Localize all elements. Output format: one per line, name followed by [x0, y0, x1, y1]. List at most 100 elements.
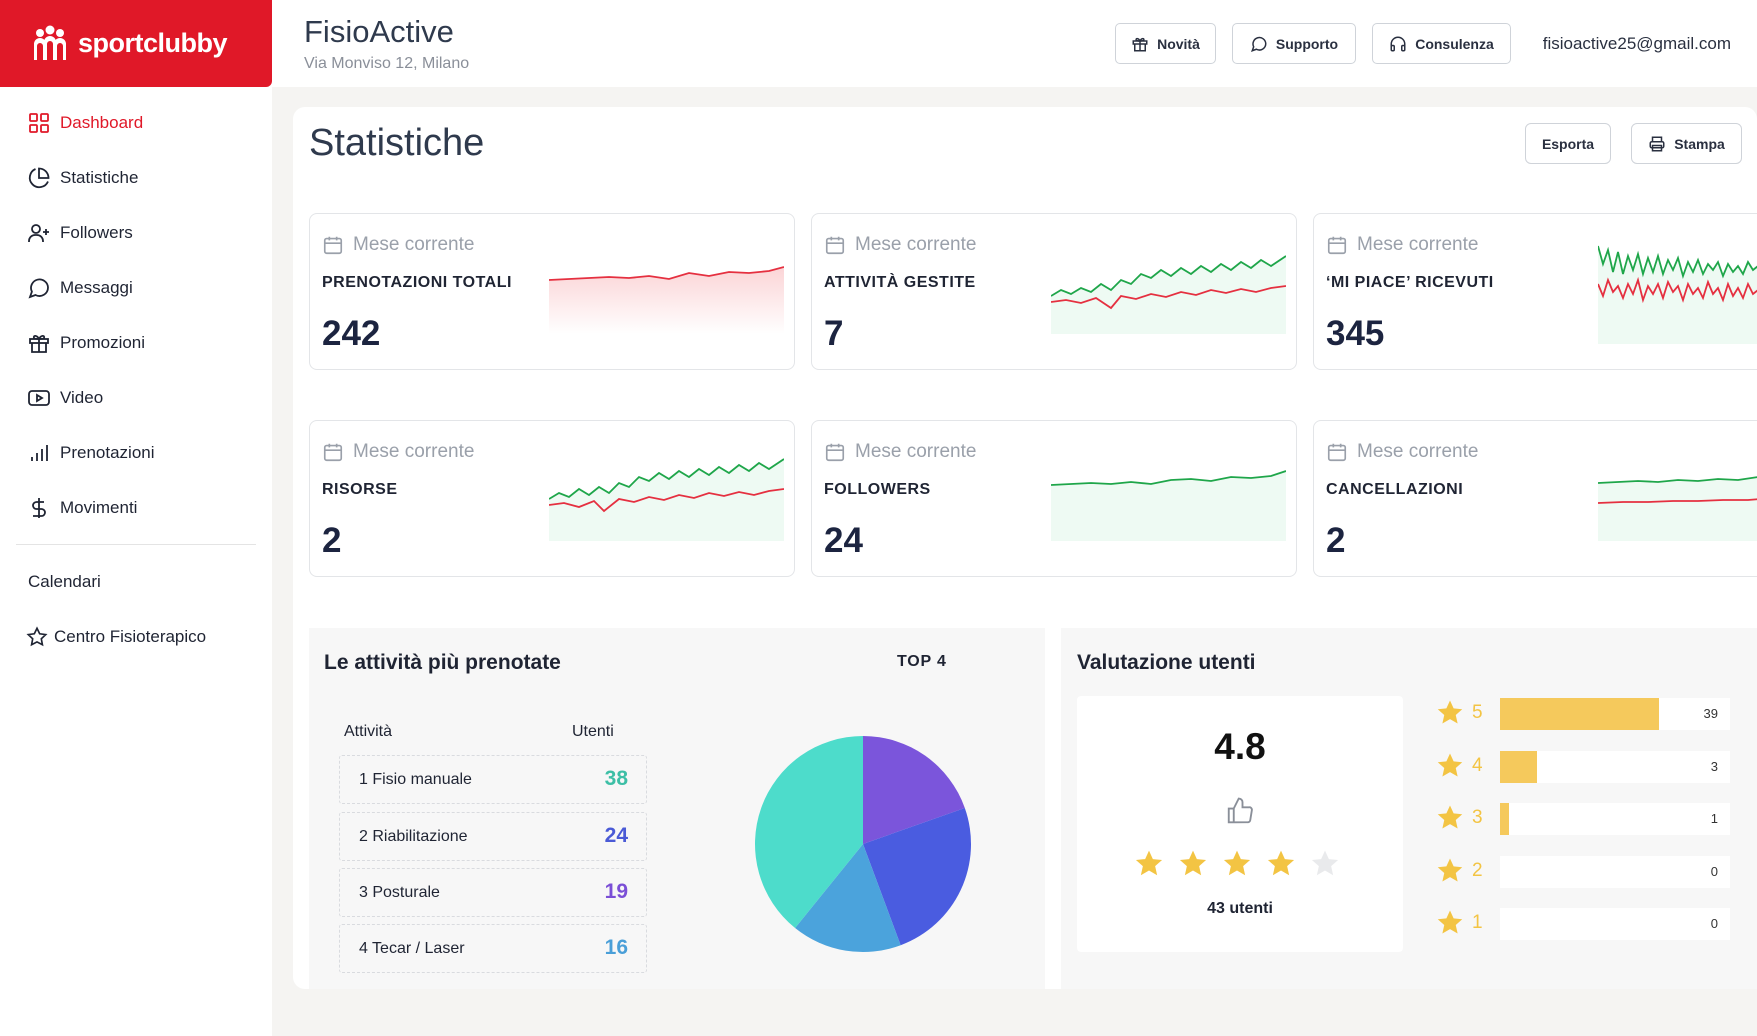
star-empty-icon — [1311, 850, 1339, 876]
col-activity: Attività — [344, 723, 393, 740]
video-icon — [28, 389, 50, 406]
rating-bar-count: 3 — [1710, 758, 1718, 774]
print-button[interactable]: Stampa — [1631, 123, 1742, 164]
sidebar-item-label: Movimenti — [60, 497, 138, 517]
col-users: Utenti — [572, 723, 614, 740]
activity-users: 16 — [604, 936, 628, 959]
stat-card-mi-piace: Mese corrente ‘MI PIACE’ RICEVUTI 345 — [1313, 213, 1757, 370]
star-level-label: 4 — [1472, 754, 1483, 776]
novita-button[interactable]: Novità — [1115, 23, 1216, 64]
sidebar-item-messaggi[interactable]: Messaggi — [0, 260, 272, 315]
message-circle-icon — [1250, 36, 1267, 52]
table-row[interactable]: 4 Tecar / Laser 16 — [339, 924, 647, 973]
sparkline-chart — [549, 266, 784, 334]
stat-label: RISORSE — [322, 481, 398, 498]
stat-card-followers: Mese corrente FOLLOWERS 24 — [811, 420, 1297, 577]
thumbs-up-icon — [1227, 797, 1253, 824]
stat-label: ATTIVITÀ GESTITE — [824, 274, 976, 291]
top-activities-panel: Le attività più prenotate TOP 4 Attività… — [309, 628, 1045, 989]
sidebar-item-dashboard[interactable]: Dashboard — [0, 95, 272, 150]
rating-stars — [1133, 848, 1353, 882]
sidebar-item-label: Video — [60, 387, 104, 407]
brand-logo[interactable]: sportclubby — [0, 0, 272, 87]
sidebar-item-followers[interactable]: Followers — [0, 205, 272, 260]
sidebar-item-movimenti[interactable]: Movimenti — [0, 480, 272, 535]
rating-bar-count: 1 — [1710, 811, 1718, 826]
table-row[interactable]: 1 Fisio manuale 38 — [339, 755, 647, 804]
sidebar-item-centro[interactable]: Centro Fisioterapico — [0, 609, 272, 664]
sidebar-item-label: Messaggi — [60, 277, 133, 297]
period-label: Mese corrente — [855, 234, 977, 255]
sidebar-item-label: Centro Fisioterapico — [54, 626, 207, 646]
calendar-icon — [825, 236, 845, 255]
top4-label: TOP 4 — [897, 653, 947, 670]
star-filled-icon — [1223, 850, 1251, 876]
star-filled-icon — [1437, 753, 1463, 776]
rating-bar-track: 0 — [1500, 855, 1730, 888]
calendar-icon — [1327, 236, 1347, 255]
stat-card-attivita: Mese corrente ATTIVITÀ GESTITE 7 — [811, 213, 1297, 370]
stat-card-cancellazioni: Mese corrente CANCELLAZIONI 2 — [1313, 420, 1757, 577]
stat-value: 24 — [824, 521, 863, 560]
stat-label: FOLLOWERS — [824, 481, 931, 498]
period-selector[interactable]: Mese corrente — [322, 234, 474, 256]
sidebar-item-promozioni[interactable]: Promozioni — [0, 315, 272, 370]
sparkline-chart — [1051, 255, 1286, 334]
page-title: Statistiche — [309, 122, 485, 164]
pie-slice[interactable] — [755, 736, 863, 928]
sidebar-item-label: Calendari — [28, 571, 101, 591]
statistics-panel: Statistiche Esporta Stampa Mese corrente… — [293, 107, 1757, 989]
star-filled-icon — [1437, 858, 1463, 881]
sidebar-item-prenotazioni[interactable]: Prenotazioni — [0, 425, 272, 480]
pie-slice[interactable] — [863, 736, 965, 844]
pie-slice[interactable] — [863, 807, 971, 946]
rating-bar-track: 3 — [1500, 750, 1730, 783]
sidebar-item-label: Statistiche — [60, 167, 139, 187]
printer-icon — [1649, 136, 1665, 151]
sidebar-item-statistiche[interactable]: Statistiche — [0, 150, 272, 205]
rating-bar-fill — [1500, 803, 1510, 835]
period-selector[interactable]: Mese corrente — [824, 234, 976, 256]
supporto-button[interactable]: Supporto — [1232, 23, 1356, 64]
sidebar-item-calendari[interactable]: Calendari — [0, 554, 272, 609]
account-email[interactable]: fisioactive25@gmail.com — [1542, 34, 1731, 53]
activity-name: 2 Riabilitazione — [359, 828, 468, 845]
rating-bar-row: 5 39 — [1435, 696, 1735, 730]
pie-slice[interactable] — [795, 844, 901, 952]
rating-bar-count: 0 — [1710, 863, 1718, 879]
period-selector[interactable]: Mese corrente — [322, 441, 474, 463]
sidebar: sportclubby Dashboard Statistiche Follow… — [0, 0, 272, 1036]
sidebar-item-video[interactable]: Video — [0, 370, 272, 425]
period-selector[interactable]: Mese corrente — [1326, 234, 1478, 256]
export-button[interactable]: Esporta — [1525, 123, 1611, 164]
rating-bar-track: 39 — [1500, 698, 1730, 730]
user-plus-icon — [28, 223, 49, 242]
rating-bar-track: 0 — [1500, 908, 1730, 940]
period-selector[interactable]: Mese corrente — [1326, 441, 1478, 463]
sidebar-item-label: Followers — [60, 222, 133, 242]
star-filled-icon — [1437, 700, 1463, 724]
message-circle-icon — [28, 278, 49, 299]
star-filled-icon — [1135, 850, 1163, 876]
sidebar-item-label: Prenotazioni — [60, 442, 155, 462]
brand-name: sportclubby — [78, 28, 228, 58]
rating-score: 4.8 — [1214, 726, 1266, 767]
stat-label: ‘MI PIACE’ RICEVUTI — [1326, 274, 1494, 291]
table-row[interactable]: 3 Posturale 19 — [339, 868, 647, 917]
rating-bar-count: 39 — [1703, 706, 1718, 721]
consulenza-button[interactable]: Consulenza — [1372, 23, 1511, 64]
calendar-icon — [1327, 443, 1347, 462]
table-row[interactable]: 2 Riabilitazione 24 — [339, 812, 647, 861]
sidebar-item-label: Promozioni — [60, 332, 146, 352]
stat-value: 2 — [1326, 521, 1346, 560]
activity-users: 24 — [604, 824, 628, 847]
period-selector[interactable]: Mese corrente — [824, 441, 976, 463]
calendar-icon — [825, 443, 845, 462]
rating-summary: 4.8 43 utenti — [1077, 696, 1403, 952]
activity-users: 38 — [604, 767, 628, 790]
star-level-label: 1 — [1472, 912, 1483, 933]
supporto-label: Supporto — [1275, 35, 1339, 52]
rating-title: Valutazione utenti — [1077, 651, 1256, 674]
grid-icon — [29, 112, 49, 133]
